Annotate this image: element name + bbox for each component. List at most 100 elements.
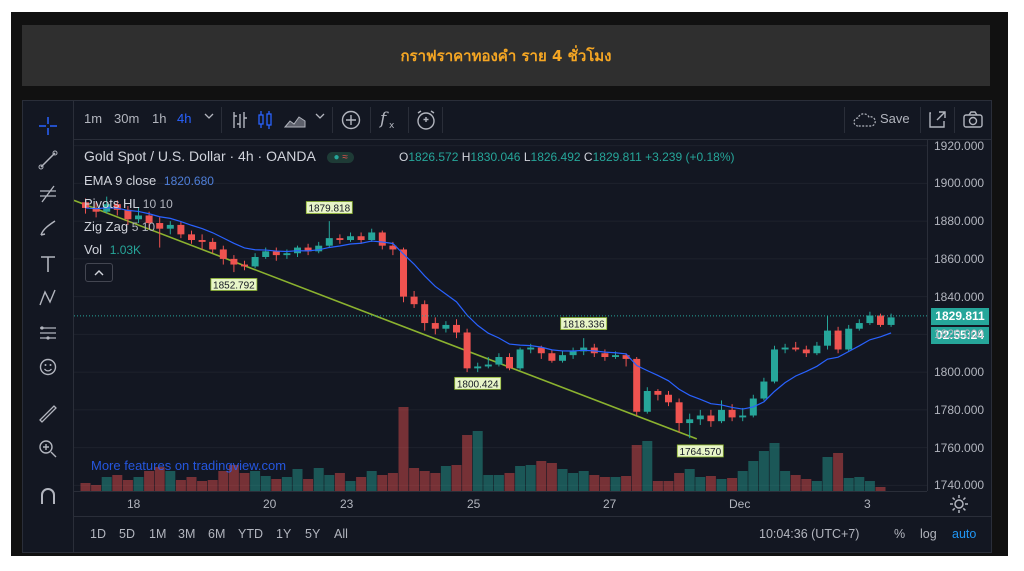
time-tick-label: 18 [127,497,141,511]
prediction-tool-icon[interactable] [35,320,61,346]
volume-legend[interactable]: Vol 1.03K [84,242,141,257]
camera-icon[interactable] [962,110,984,133]
range-5y[interactable]: 5Y [305,527,321,541]
ruler-icon[interactable] [35,401,61,427]
volume-bar [599,477,610,491]
candle-body [824,330,831,346]
price-axis[interactable]: 1829.811 02:55:24 1920.000 1900.000 1880.0… [927,139,992,492]
current-price: 1829.811 [935,309,985,324]
volume-bar [281,477,292,491]
volume-bar [387,473,398,491]
emoji-icon[interactable] [35,354,61,380]
interval-1m[interactable]: 1m [84,111,103,126]
timezone-clock[interactable]: 10:04:36 (UTC+7) [759,527,860,541]
pattern-tool-icon[interactable] [35,285,61,311]
chart-pane[interactable]: 1879.818 1852.792 1818.336 1800.424 1764.570… [73,140,927,491]
candlestick-chart[interactable]: 1879.818 1852.792 1818.336 1800.424 1764.570 [73,140,927,491]
fib-tool-icon[interactable] [35,181,61,207]
candle-body [188,234,195,241]
candle-body [622,355,630,359]
crosshair-icon[interactable] [35,113,61,139]
price-tick-label: 1880.000 [934,214,985,229]
zigzag-line [73,199,698,440]
interval-4h[interactable]: 4h [177,111,192,126]
volume-bar [546,463,557,491]
volume-bar [377,475,388,491]
volume-bar [801,479,812,491]
magnet-icon[interactable] [35,483,61,509]
candle-body [272,251,280,256]
symbol-title[interactable]: Gold Spot / U.S. Dollar · 4h · OANDA [84,148,316,164]
text-tool-icon[interactable] [35,251,61,277]
save-button[interactable]: Save [880,111,910,126]
collapse-legend-button[interactable] [85,263,113,282]
candle-body [198,240,206,242]
divider [408,107,409,133]
candle-body [315,245,323,252]
zigzag-legend[interactable]: Zig Zag 5 10 [84,219,155,234]
candle-body [506,357,513,369]
watermark-text[interactable]: More features on tradingview.com [91,458,287,473]
pivot-label: 1879.818 [308,204,350,215]
bar-chart-icon[interactable] [230,110,248,133]
price-tick-label: 1780.000 [934,402,985,417]
candle-body [516,349,524,369]
candle-body [612,355,619,358]
volume-bar [578,471,589,491]
cloud-icon[interactable] [852,112,878,131]
range-1m[interactable]: 1M [149,527,167,541]
chevron-down-icon[interactable] [204,109,214,126]
add-compare-icon[interactable] [340,109,362,134]
range-5d[interactable]: 5D [119,527,135,541]
countdown-tag: 02:55:24 [931,326,989,344]
zoom-in-icon[interactable] [35,436,61,462]
low-label: L [523,150,531,164]
volume-bar [175,480,186,491]
range-3m[interactable]: 3M [178,527,196,541]
volume-bar [843,478,854,491]
volume-bar [409,468,420,491]
interval-30m[interactable]: 30m [114,111,140,126]
ema-legend[interactable]: EMA 9 close 1820.680 [84,173,214,188]
candle-body [537,347,545,354]
alert-clock-icon[interactable] [414,108,438,135]
area-chart-icon[interactable] [283,110,306,133]
trend-line-icon[interactable] [35,147,61,173]
volume-bar [440,466,451,491]
brush-icon[interactable] [35,215,61,241]
pivots-legend[interactable]: Pivots HL 10 10 [84,196,173,211]
pivot-label-box [305,201,353,214]
time-axis[interactable]: 18 20 23 25 27 Dec 3 [74,491,927,516]
log-toggle[interactable]: log [920,527,937,541]
volume-bar [854,477,865,491]
candle-chart-icon[interactable] [256,110,274,133]
candle-body [654,390,662,395]
candle-body [347,236,354,241]
range-ytd[interactable]: YTD [238,527,263,541]
candle-body [325,238,333,246]
candle-body [92,207,100,212]
candle-body [378,232,386,246]
interval-1h[interactable]: 1h [152,111,167,126]
volume-bar [822,457,833,491]
auto-toggle[interactable]: auto [952,527,977,541]
percent-toggle[interactable]: % [894,527,906,541]
range-all[interactable]: All [334,527,348,541]
fullscreen-icon[interactable] [927,110,947,133]
chart-settings-icon[interactable] [949,494,969,519]
volume-bar [504,473,515,491]
time-tick-label: 20 [263,497,277,511]
volume-bar [684,469,695,491]
time-tick-label: Dec [729,497,751,511]
range-1y[interactable]: 1Y [276,527,292,541]
candle-body [124,209,132,220]
candle-body [771,349,778,382]
volume-bar [663,481,674,491]
volume-bar [133,477,144,491]
range-6m[interactable]: 6M [208,527,226,541]
volume-value: 1.03K [109,243,142,257]
volume-bar [769,443,780,491]
chevron-down-icon[interactable] [315,109,325,126]
range-1d[interactable]: 1D [90,527,106,541]
